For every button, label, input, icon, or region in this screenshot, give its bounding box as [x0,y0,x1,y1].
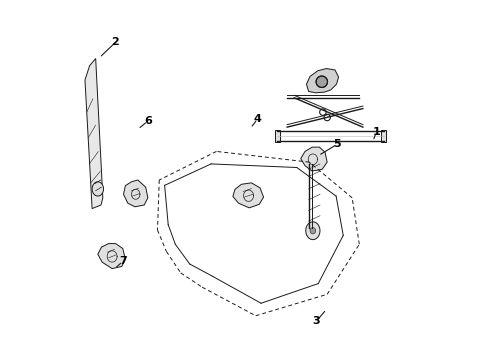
Polygon shape [306,68,339,93]
Polygon shape [123,180,148,207]
Polygon shape [306,222,320,240]
Bar [275,130,280,142]
Text: 3: 3 [313,316,320,326]
Polygon shape [85,59,103,208]
Text: 6: 6 [144,116,152,126]
Bar [381,130,386,142]
Text: 5: 5 [333,139,341,149]
Text: 4: 4 [253,114,262,124]
Text: 2: 2 [111,37,119,48]
Polygon shape [319,109,326,115]
Text: 1: 1 [372,127,380,137]
Polygon shape [324,114,330,121]
Polygon shape [310,228,316,234]
Polygon shape [98,244,125,269]
Polygon shape [233,183,264,208]
Polygon shape [92,182,103,196]
Polygon shape [301,147,327,171]
Polygon shape [316,76,327,87]
Text: 7: 7 [119,256,127,266]
